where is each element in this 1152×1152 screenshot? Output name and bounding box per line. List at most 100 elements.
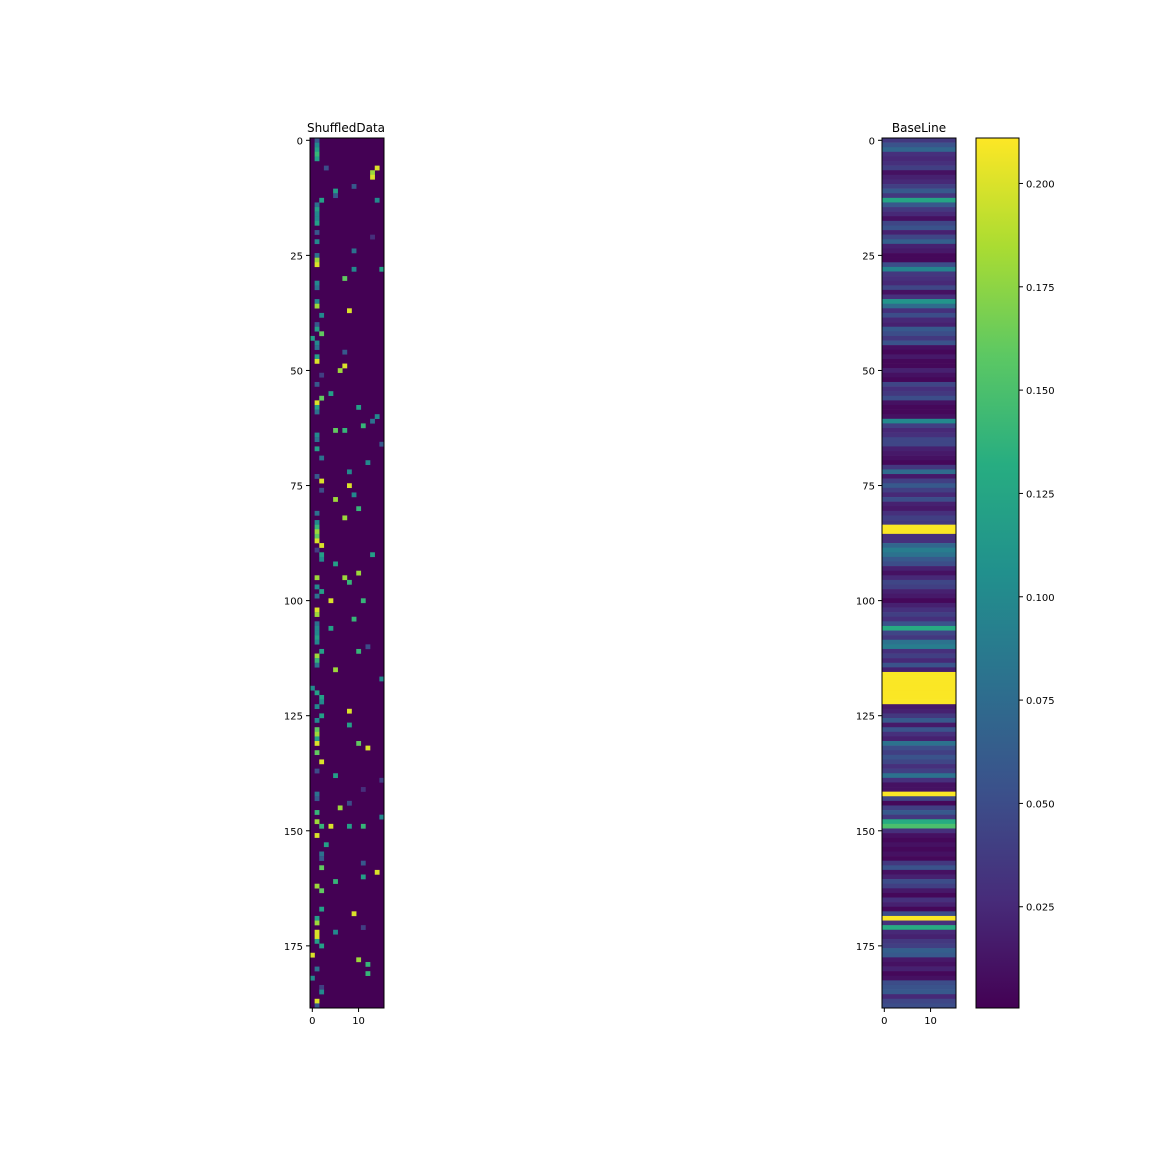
baseline-row-77 (882, 492, 956, 498)
shuffled-data-cell-80-10 (356, 506, 362, 512)
shuffled-data-cell-27-1 (314, 262, 320, 268)
shuffled-data-cell-53-1 (314, 381, 320, 387)
shuffled-data-cell-160-11 (360, 874, 366, 880)
baseline-row-121 (882, 694, 956, 700)
baseline-row-13 (882, 197, 956, 203)
shuffled-data-cell-96-8 (347, 579, 352, 585)
baseline-row-173 (882, 934, 956, 940)
baseline-row-26 (882, 257, 956, 263)
baseline-row-134 (882, 754, 956, 760)
shuffled-data-cell-109-1 (314, 639, 320, 645)
shuffled-data-cell-177-0 (310, 952, 315, 958)
shuffled-data-heatmap: ShuffledData 0 25 50 75 100 125 150 175 0 10 (284, 121, 385, 1027)
baseline-row-174 (882, 938, 956, 944)
shuffled-data-cell-11-5 (333, 188, 338, 194)
shuffled-data-cell-6-3 (323, 165, 329, 171)
shuffled-data-cell-40-1 (314, 322, 320, 327)
shuffled-data-cell-153-3 (323, 842, 329, 848)
shuffled-data-cell-35-1 (314, 299, 320, 304)
shuffled-data-cell-113-1 (314, 658, 320, 663)
shuffled-data-cell-83-1 (314, 520, 320, 525)
baseline-row-6 (882, 165, 956, 171)
baseline-row-126 (882, 718, 956, 723)
baseline-row-67 (882, 446, 956, 452)
shuffled-data-cell-180-1 (314, 966, 320, 972)
shuffled-data-cell-151-1 (314, 833, 320, 838)
baseline-row-168 (882, 911, 956, 917)
colorbar-tick-label-6: 0.175 (1026, 283, 1055, 294)
baseline-row-55 (882, 391, 956, 397)
baseline-row-98 (882, 589, 956, 595)
shuffled-data-cell-157-11 (360, 860, 366, 866)
shuffled-data-cell-73-1 (314, 474, 320, 479)
shuffled-data-cell-112-1 (314, 653, 320, 659)
colorbar: 0.025 0.050 0.075 0.100 0.125 0.150 0.175 0.200 (975, 137, 1055, 1009)
shuffled-data-cell-185-2 (319, 989, 325, 995)
shuffled-data-cell-130-1 (314, 736, 320, 742)
baseline-row-152 (882, 837, 956, 843)
shuffled-data-cell-16-1 (314, 211, 320, 217)
baseline-row-60 (882, 414, 956, 420)
baseline-row-83 (882, 520, 956, 525)
baseline-row-46 (882, 349, 956, 355)
baseline-row-59 (882, 409, 956, 415)
baseline-row-165 (882, 897, 956, 903)
shuffled-data-cell-148-1 (314, 819, 320, 825)
baseline-row-34 (882, 294, 956, 300)
shuffled-data-cell-4-1 (314, 156, 320, 162)
baseline-row-172 (882, 929, 956, 935)
shuffled-data-cell-95-1 (314, 575, 320, 581)
shuffled-data-y-tick-label-175: 175 (284, 942, 303, 953)
baseline-row-2 (882, 147, 956, 153)
shuffled-data-cell-169-1 (314, 915, 320, 921)
baseline-row-140 (882, 782, 956, 788)
baseline-row-39 (882, 317, 956, 323)
baseline-row-29 (882, 271, 956, 277)
baseline-row-100 (882, 598, 956, 604)
shuffled-data-cell-22-1 (314, 239, 320, 245)
baseline-row-22 (882, 239, 956, 245)
shuffled-data-cell-159-14 (374, 869, 380, 875)
shuffled-data-y-tick-label-0: 0 (297, 136, 303, 147)
shuffled-data-cell-124-8 (347, 708, 352, 714)
shuffled-data-cell-158-2 (319, 865, 325, 871)
shuffled-data-cell-14-1 (314, 202, 320, 208)
shuffled-data-cell-85-1 (314, 529, 320, 535)
shuffled-data-cell-120-1 (314, 690, 320, 696)
baseline-row-103 (882, 612, 956, 618)
shuffled-data-title: ShuffledData (307, 121, 385, 135)
baseline-row-120 (882, 690, 956, 696)
shuffled-data-cell-78-5 (333, 497, 338, 502)
baseline-row-8 (882, 174, 956, 180)
shuffled-data-cell-110-12 (365, 644, 371, 650)
baseline-row-21 (882, 234, 956, 240)
shuffled-data-cell-145-6 (337, 805, 343, 811)
baseline-row-102 (882, 607, 956, 613)
baseline-row-65 (882, 437, 956, 443)
shuffled-data-cell-90-2 (319, 552, 325, 558)
baseline-row-128 (882, 727, 956, 733)
shuffled-data-cell-32-1 (314, 285, 320, 291)
baseline-row-124 (882, 708, 956, 714)
shuffled-data-cell-62-11 (360, 423, 366, 429)
baseline-row-9 (882, 179, 956, 185)
shuffled-data-cell-133-1 (314, 750, 320, 756)
shuffled-data-cell-171-11 (360, 925, 366, 930)
shuffled-data-cell-108-1 (314, 635, 320, 640)
baseline-row-180 (882, 966, 956, 972)
shuffled-data-y-ticks: 0 25 50 75 100 125 150 175 (284, 136, 310, 953)
shuffled-data-cell-170-1 (314, 920, 320, 926)
baseline-row-186 (882, 994, 956, 1000)
baseline-row-72 (882, 469, 956, 475)
baseline-row-10 (882, 184, 956, 189)
baseline-row-79 (882, 501, 956, 507)
baseline-row-0 (882, 138, 956, 143)
baseline-row-125 (882, 713, 956, 719)
baseline-row-17 (882, 216, 956, 222)
shuffled-data-cell-99-1 (314, 593, 320, 599)
shuffled-data-cell-56-2 (319, 395, 325, 401)
baseline-frame (881, 137, 957, 1009)
baseline-row-182 (882, 975, 956, 981)
shuffled-data-cell-143-1 (314, 796, 320, 802)
shuffled-data-cell-8-13 (370, 174, 375, 180)
